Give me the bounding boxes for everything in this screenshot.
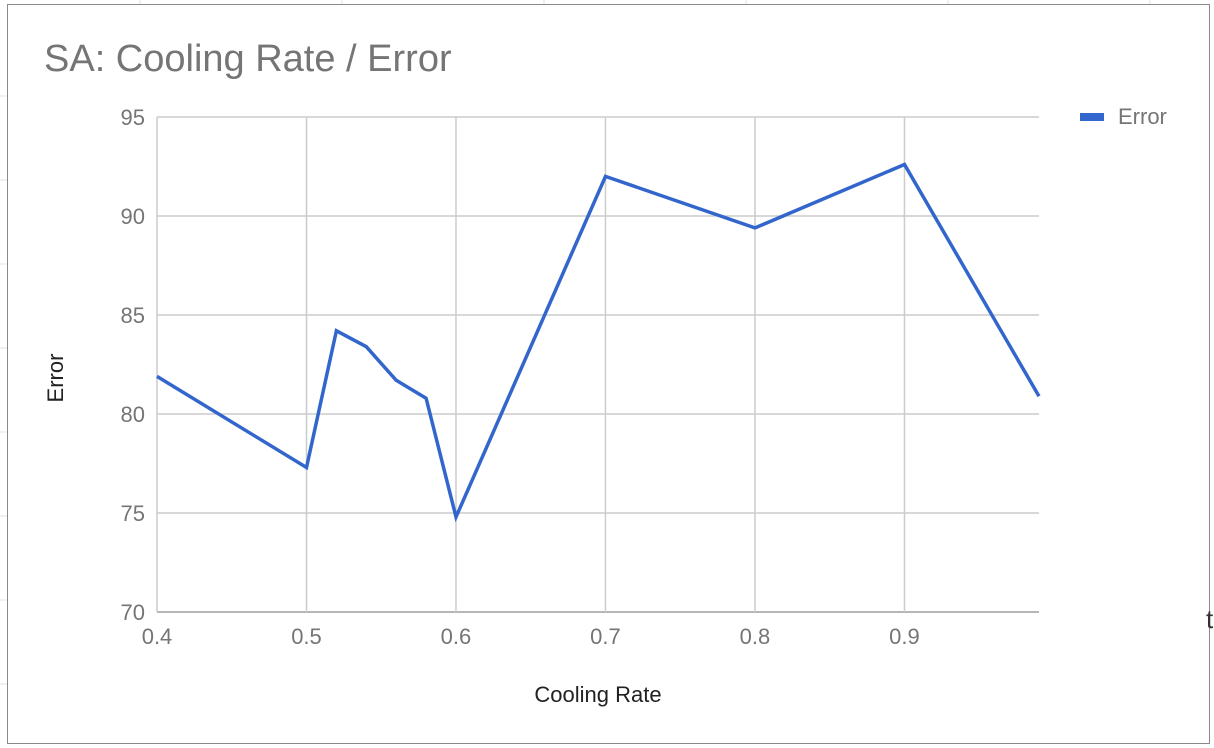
x-tick-label: 0.6 [441, 624, 472, 649]
y-axis-ticks: 70 75 80 85 90 95 [121, 105, 145, 625]
data-point[interactable] [363, 344, 369, 350]
x-axis-ticks: 0.4 0.5 0.6 0.7 0.8 0.9 [142, 624, 920, 649]
data-point[interactable] [333, 328, 339, 334]
x-axis-title: Cooling Rate [534, 682, 662, 707]
x-tick-label: 0.5 [291, 624, 322, 649]
chart-title: SA: Cooling Rate / Error [44, 38, 452, 80]
data-point[interactable] [423, 395, 429, 401]
data-point[interactable] [901, 162, 907, 168]
data-point[interactable] [303, 464, 309, 470]
clipped-cell-text: t [1206, 604, 1214, 634]
y-axis-title: Error [43, 353, 68, 403]
data-point[interactable] [154, 373, 160, 379]
data-point[interactable] [393, 377, 399, 383]
y-tick-label: 95 [121, 105, 145, 130]
series-group [154, 162, 1042, 523]
x-tick-label: 0.8 [740, 624, 771, 649]
y-tick-label: 90 [121, 204, 145, 229]
y-tick-label: 75 [121, 501, 145, 526]
y-tick-label: 85 [121, 303, 145, 328]
x-tick-label: 0.7 [590, 624, 621, 649]
x-tick-label: 0.9 [889, 624, 920, 649]
data-point[interactable] [1036, 393, 1042, 399]
gridlines [156, 116, 1039, 613]
chart-container[interactable] [7, 4, 1210, 744]
y-tick-label: 80 [121, 402, 145, 427]
y-tick-label: 70 [121, 600, 145, 625]
series-line-error[interactable] [156, 162, 1041, 523]
legend-swatch-error [1080, 113, 1104, 121]
x-tick-label: 0.4 [142, 624, 173, 649]
legend-label-error: Error [1118, 104, 1167, 129]
data-point[interactable] [752, 225, 758, 231]
legend[interactable]: Error [1080, 104, 1167, 130]
data-point[interactable] [602, 173, 608, 179]
data-point[interactable] [453, 514, 459, 520]
